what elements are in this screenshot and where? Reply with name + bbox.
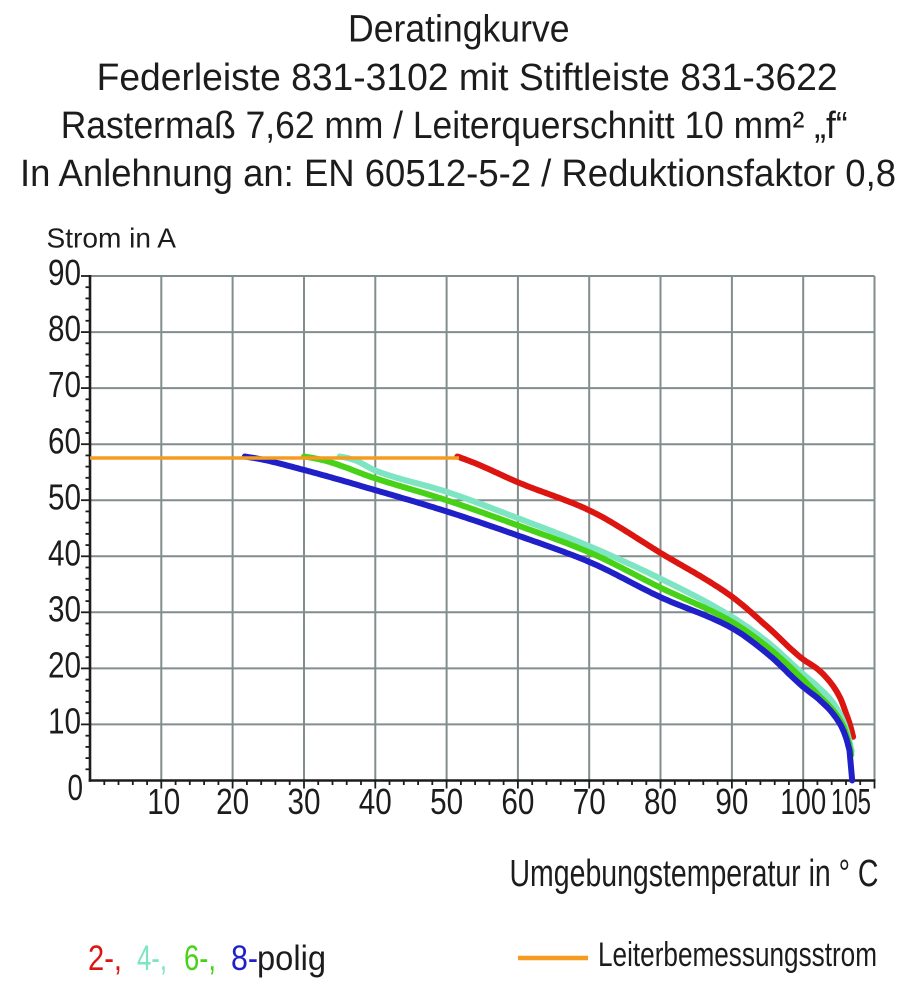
svg-text:Federleiste 831-3102 mit Stift: Federleiste 831-3102 mit Stiftleiste 831… xyxy=(97,57,838,99)
svg-text:80: 80 xyxy=(48,308,81,349)
svg-text:polig: polig xyxy=(257,939,326,978)
svg-text:90: 90 xyxy=(48,252,81,293)
svg-text:60: 60 xyxy=(48,420,81,461)
svg-text:Deratingkurve: Deratingkurve xyxy=(348,9,570,51)
svg-text:70: 70 xyxy=(48,364,81,405)
svg-text:80: 80 xyxy=(644,781,677,822)
svg-text:105: 105 xyxy=(831,781,871,822)
svg-text:20: 20 xyxy=(216,781,249,822)
svg-text:30: 30 xyxy=(48,588,81,629)
svg-text:60: 60 xyxy=(501,781,534,822)
svg-text:Umgebungstemperatur in ° C: Umgebungstemperatur in ° C xyxy=(510,853,879,895)
svg-text:In Anlehnung an: EN 60512-5-2: In Anlehnung an: EN 60512-5-2 / Reduktio… xyxy=(20,153,896,195)
svg-text:90: 90 xyxy=(715,781,748,822)
svg-text:40: 40 xyxy=(359,781,392,822)
svg-text:20: 20 xyxy=(48,645,81,686)
svg-text:50: 50 xyxy=(430,781,463,822)
svg-text:8-: 8- xyxy=(231,939,258,978)
svg-text:Rastermaß 7,62 mm / Leiterquer: Rastermaß 7,62 mm / Leiterquerschnitt 10… xyxy=(61,105,848,147)
svg-text:30: 30 xyxy=(288,781,321,822)
svg-text:Strom in A: Strom in A xyxy=(47,223,177,254)
svg-text:4-,: 4-, xyxy=(137,939,167,978)
svg-text:10: 10 xyxy=(48,701,81,742)
svg-text:0: 0 xyxy=(68,767,84,808)
svg-text:50: 50 xyxy=(48,476,81,517)
svg-text:2-,: 2-, xyxy=(88,939,122,978)
svg-text:40: 40 xyxy=(48,532,81,573)
svg-text:6-,: 6-, xyxy=(184,939,216,978)
svg-text:10: 10 xyxy=(147,781,180,822)
svg-text:100: 100 xyxy=(780,781,826,822)
svg-text:70: 70 xyxy=(573,781,606,822)
svg-text:Leiterbemessungsstrom: Leiterbemessungsstrom xyxy=(598,936,877,974)
